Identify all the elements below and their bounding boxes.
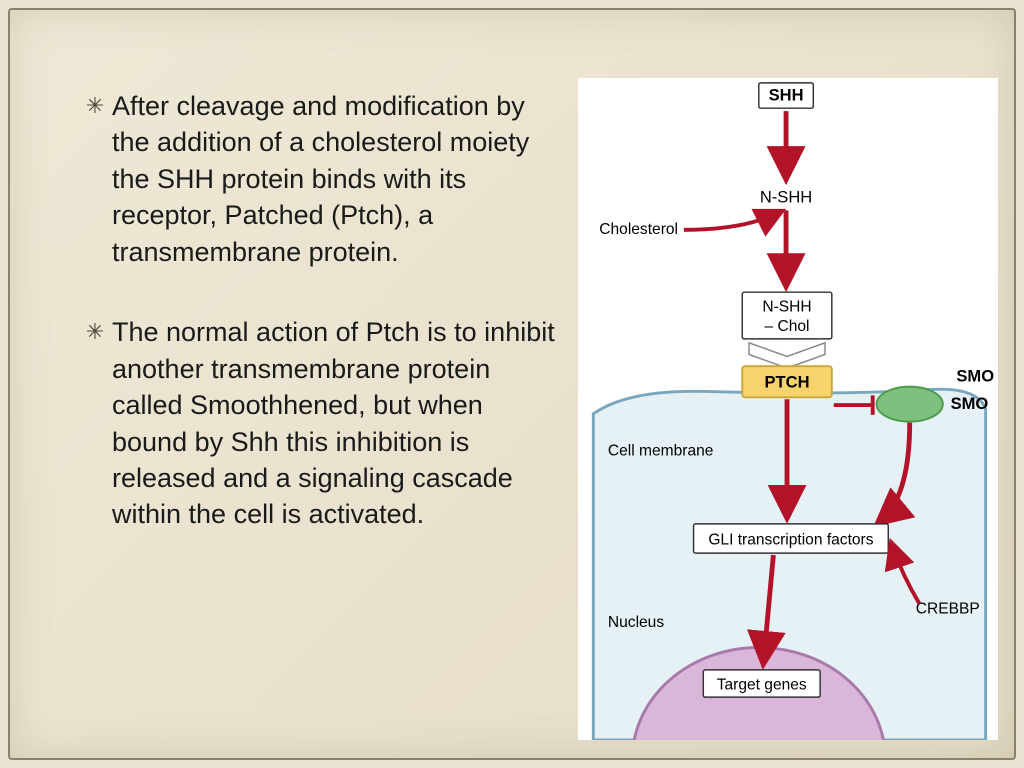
asterisk-icon: ✳ bbox=[78, 314, 112, 533]
ptch-label: PTCH bbox=[765, 373, 810, 392]
gli-label: GLI transcription factors bbox=[708, 531, 873, 548]
text-column: ✳ After cleavage and modification by the… bbox=[18, 18, 578, 750]
slide-content: ✳ After cleavage and modification by the… bbox=[18, 18, 1006, 750]
bullet-text-2: The normal action of Ptch is to inhibit … bbox=[112, 314, 558, 533]
diagram-svg: SHH N-SHH Cholesterol N-SHH – Chol PTCH … bbox=[578, 78, 998, 740]
nshh-chol-line2: – Chol bbox=[765, 318, 810, 335]
cholesterol-label: Cholesterol bbox=[599, 221, 678, 238]
cell-membrane-label: Cell membrane bbox=[608, 443, 714, 460]
nucleus-label: Nucleus bbox=[608, 614, 664, 631]
asterisk-icon: ✳ bbox=[78, 88, 112, 270]
bullet-item-1: ✳ After cleavage and modification by the… bbox=[78, 88, 558, 270]
smo-label-2: SMO bbox=[951, 394, 989, 413]
shh-pathway-diagram: SHH N-SHH Cholesterol N-SHH – Chol PTCH … bbox=[578, 78, 998, 740]
bullet-text-1: After cleavage and modification by the a… bbox=[112, 88, 558, 270]
bullet-item-2: ✳ The normal action of Ptch is to inhibi… bbox=[78, 314, 558, 533]
chevron-connector bbox=[749, 343, 825, 368]
shh-label: SHH bbox=[769, 85, 804, 104]
smo-shape bbox=[877, 387, 943, 422]
nshh-chol-line1: N-SHH bbox=[762, 299, 811, 316]
crebbp-label: CREBBP bbox=[916, 600, 980, 617]
nshh-label: N-SHH bbox=[760, 188, 812, 207]
smo-label: SMO bbox=[956, 367, 994, 386]
arrow-cholesterol bbox=[684, 212, 779, 230]
target-genes-label: Target genes bbox=[717, 676, 807, 693]
